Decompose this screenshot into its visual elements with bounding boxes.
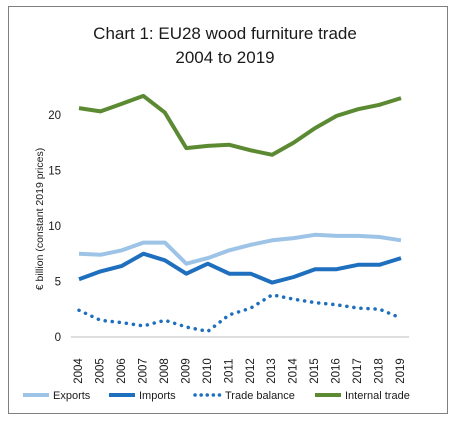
chart-title: Chart 1: EU28 wood furniture trade [93,24,357,43]
x-tick-label: 2014 [288,358,300,384]
legend-label: Internal trade [345,390,410,402]
x-tick-label: 2004 [73,358,85,384]
x-tick-label: 2011 [223,359,235,384]
chart-frame: Chart 1: EU28 wood furniture trade 2004 … [8,6,448,414]
series-lines [77,93,403,334]
x-tick-label: 2006 [116,358,128,384]
x-tick-label: 2015 [309,358,321,384]
series-line-exports [78,232,402,266]
y-tick-label: 15 [48,165,61,177]
y-tick-label: 10 [48,221,61,233]
y-axis-label: € billion (constant 2019 prices) [34,148,46,290]
y-tick-label: 20 [48,110,61,122]
legend-label: Imports [139,390,176,402]
chart-svg: Chart 1: EU28 wood furniture trade 2004 … [23,24,410,402]
chart-subtitle: 2004 to 2019 [175,48,274,67]
x-tick-label: 2018 [374,358,386,384]
series-line-internal-trade [78,93,402,157]
x-tick-label: 2017 [352,358,364,384]
x-tick-label: 2016 [331,358,343,384]
legend-label: Exports [53,390,91,402]
x-tick-label: 2013 [266,358,278,384]
series-line-imports [78,251,402,285]
x-tick-label: 2008 [159,358,171,384]
x-tick-label: 2009 [180,358,192,384]
x-tick-label: 2007 [137,358,149,384]
x-tick-label: 2019 [395,358,407,384]
x-axis-ticks: 2004 2005 2006 2007 2008 2009 2010 2011 2012 2013… [73,358,407,384]
x-tick-label: 2010 [202,358,214,384]
x-tick-label: 2012 [245,358,257,384]
y-tick-label: 5 [55,276,61,288]
legend-label: Trade balance [225,390,295,402]
y-axis-ticks: 0 5 10 15 20 [48,110,61,344]
series-line-trade-balance [77,293,403,334]
y-tick-label: 0 [55,332,61,344]
legend: Exports Imports Trade balance Internal trad… [23,390,410,402]
x-tick-label: 2005 [94,358,106,384]
